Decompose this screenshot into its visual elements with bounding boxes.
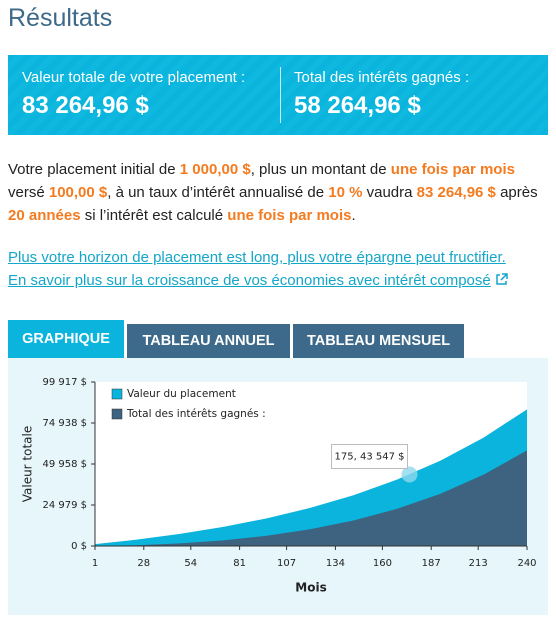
x-tick-label: 1 bbox=[92, 558, 98, 569]
text: versé bbox=[8, 184, 49, 201]
y-tick-label: 49 958 $ bbox=[42, 459, 87, 470]
x-tick-label: 107 bbox=[277, 558, 296, 569]
tooltip-point bbox=[401, 466, 418, 483]
chart-panel: 0 $ 24 979 $ 49 958 $ 74 938 $ 99 917 $ 1 28 54… bbox=[8, 358, 548, 615]
highlight: 83 264,96 $ bbox=[416, 184, 496, 201]
highlight: 100,00 $ bbox=[48, 184, 108, 201]
x-tick-label: 81 bbox=[233, 558, 246, 569]
x-tick-label: 28 bbox=[137, 558, 150, 569]
external-icon bbox=[496, 273, 508, 285]
legend-label: Total des intérêts gagnés : bbox=[126, 408, 266, 420]
summary-item: Valeur totale de votre placement : 83 26… bbox=[22, 69, 245, 120]
y-tick-label: 0 $ bbox=[71, 541, 87, 552]
x-tick-label: 213 bbox=[469, 558, 488, 569]
summary-box: Valeur totale de votre placement : 83 26… bbox=[8, 55, 548, 135]
text: après bbox=[495, 184, 538, 201]
text: , plus un montant de bbox=[250, 161, 391, 178]
summary-value: 83 264,96 $ bbox=[22, 92, 149, 119]
highlight: 10 % bbox=[328, 184, 363, 201]
chart: 0 $ 24 979 $ 49 958 $ 74 938 $ 99 917 $ 1 28 54… bbox=[21, 377, 537, 595]
summary-label: Valeur totale de votre placement : bbox=[22, 69, 246, 86]
summary-label: Total des intérêts gagnés : bbox=[294, 69, 470, 86]
tooltip-box bbox=[331, 444, 409, 470]
tooltip-text: 175, 43 547 $ bbox=[335, 452, 405, 463]
text: . bbox=[351, 207, 356, 224]
x-tick-label: 240 bbox=[517, 558, 536, 569]
legend-swatch bbox=[111, 388, 123, 400]
highlight: 1 000,00 $ bbox=[179, 161, 251, 178]
summary-value: 58 264,96 $ bbox=[294, 92, 421, 119]
legend-swatch bbox=[111, 408, 123, 420]
y-tick-label: 99 917 $ bbox=[42, 377, 87, 388]
summary-item: Total des intérêts gagnés : 58 264,96 $ bbox=[294, 69, 469, 120]
x-tick-label: 187 bbox=[422, 558, 441, 569]
description: Votre placement initial de 1 000,00 $, p… bbox=[8, 158, 553, 227]
y-tick-label: 24 979 $ bbox=[42, 500, 87, 511]
x-tick-label: 160 bbox=[373, 558, 392, 569]
y-axis-label: Valeur totale bbox=[21, 426, 35, 503]
link[interactable]: Plus votre horizon de placement est long… bbox=[8, 249, 506, 266]
link[interactable]: En savoir plus sur la croissance de vos … bbox=[8, 272, 491, 289]
highlight: une fois par mois bbox=[390, 161, 515, 178]
highlight: 20 années bbox=[8, 207, 81, 224]
legend-label: Valeur du placement bbox=[127, 388, 236, 400]
links: Plus votre horizon de placement est long… bbox=[8, 246, 553, 292]
text: si l’intérêt est calculé bbox=[80, 207, 228, 224]
divider bbox=[280, 67, 281, 123]
text: , à un taux d’intérêt annualisé de bbox=[107, 184, 329, 201]
x-tick-label: 134 bbox=[326, 558, 345, 569]
text: Votre placement initial de bbox=[8, 161, 180, 178]
area bbox=[95, 450, 527, 546]
title: Résultats bbox=[8, 4, 113, 32]
x-tick-label: 54 bbox=[184, 558, 197, 569]
tab[interactable]: TABLEAU MENSUEL bbox=[293, 324, 464, 358]
y-tick-label: 74 938 $ bbox=[42, 418, 87, 429]
tab[interactable]: GRAPHIQUE bbox=[8, 320, 124, 358]
text: vaudra bbox=[362, 184, 417, 201]
x-axis-label: Mois bbox=[295, 581, 326, 595]
highlight: une fois par mois bbox=[227, 207, 352, 224]
tab[interactable]: TABLEAU ANNUEL bbox=[127, 324, 290, 358]
